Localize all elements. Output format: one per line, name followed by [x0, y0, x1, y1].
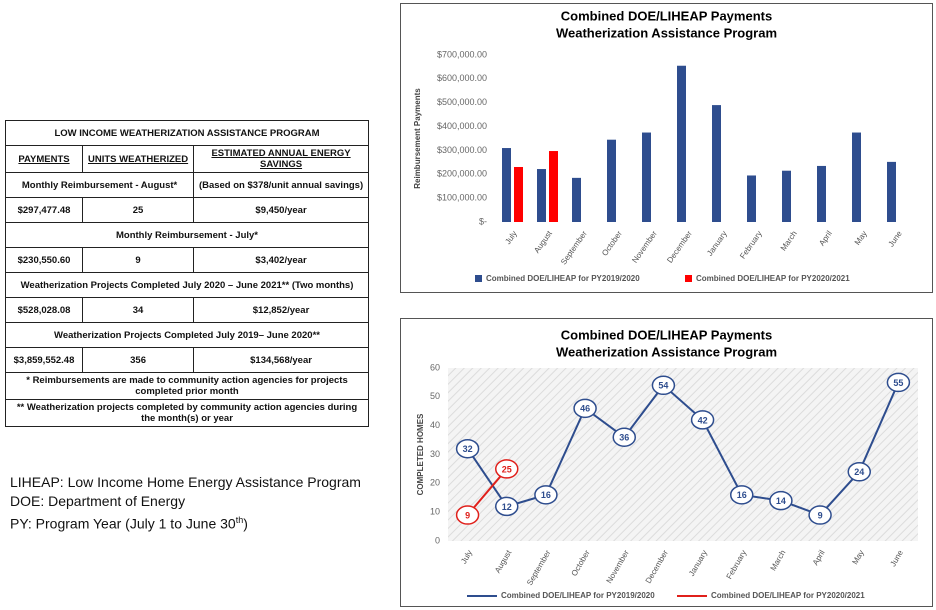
bar [747, 175, 756, 222]
y-tick-label: 60 [430, 362, 440, 372]
cell: $134,568/year [193, 347, 369, 373]
legend-label: Combined DOE/LIHEAP for PY2019/2020 [501, 591, 655, 600]
legend-label: Combined DOE/LIHEAP for PY2019/2020 [486, 274, 640, 283]
data-label: 36 [619, 433, 629, 443]
y-tick-label: $400,000.00 [437, 121, 487, 131]
cell: $12,852/year [193, 297, 369, 323]
point-marker [808, 505, 832, 525]
chart-subtitle: Weatherization Assistance Program [556, 344, 777, 359]
cell: 9 [82, 247, 195, 273]
section-heading: Weatherization Projects Completed July 2… [5, 322, 369, 348]
bar [782, 170, 791, 222]
cell: $3,402/year [193, 247, 369, 273]
bar [514, 166, 523, 222]
bar [607, 139, 616, 222]
y-axis-label: Reimbursement Payments [413, 88, 422, 189]
y-tick-label: 40 [430, 420, 440, 430]
point-marker [455, 505, 480, 525]
y-tick-label: 30 [430, 449, 440, 459]
data-label: 9 [465, 510, 470, 520]
bar [852, 132, 861, 222]
data-label: 42 [698, 415, 708, 425]
bar [817, 165, 826, 222]
legend-swatch [685, 275, 692, 282]
bar [677, 65, 686, 222]
legend-label: Combined DOE/LIHEAP for PY2020/2021 [711, 591, 865, 600]
footnote: ** Weatherization projects completed by … [5, 399, 369, 427]
bar [887, 161, 896, 222]
point-marker [690, 410, 715, 430]
y-tick-label: $200,000.00 [437, 169, 487, 179]
point-marker [612, 427, 636, 447]
note-text: PY: Program Year (July 1 to June 30 [10, 515, 236, 532]
chart-title: Combined DOE/LIHEAP Payments [561, 8, 772, 23]
point-marker [651, 375, 676, 396]
data-label: 12 [502, 502, 512, 512]
data-label: 54 [658, 381, 668, 391]
data-label: 25 [502, 464, 512, 474]
cell: $9,450/year [193, 197, 369, 223]
y-axis-label: COMPLETED HOMES [416, 413, 425, 495]
y-tick-label: 50 [430, 391, 440, 401]
point-marker [886, 372, 911, 393]
y-tick-label: $300,000.00 [437, 145, 487, 155]
notes: LIHEAP: Low Income Home Energy Assistanc… [10, 473, 361, 534]
cell: $3,859,552.48 [4, 347, 84, 373]
note-line: PY: Program Year (July 1 to June 30th) [10, 511, 361, 534]
data-label: 46 [580, 404, 590, 414]
note-line: LIHEAP: Low Income Home Energy Assistanc… [10, 474, 361, 490]
section-heading: Monthly Reimbursement - July* [5, 222, 369, 248]
point-marker [847, 462, 871, 482]
point-marker [495, 459, 519, 479]
point-marker [730, 485, 754, 505]
data-label: 24 [854, 467, 864, 477]
point-marker [495, 496, 519, 517]
bar [572, 177, 581, 222]
chart-title: Combined DOE/LIHEAP Payments [561, 327, 772, 342]
y-tick-label: $600,000.00 [437, 73, 487, 83]
data-label: 55 [893, 378, 903, 388]
plot-background [448, 368, 918, 541]
y-tick-label: 10 [430, 507, 440, 517]
point-marker [769, 490, 793, 511]
section-heading: Monthly Reimbursement - August* [4, 172, 195, 198]
chart-subtitle: Weatherization Assistance Program [556, 25, 777, 40]
note-sup: th [235, 515, 244, 525]
bar [642, 132, 651, 222]
chart-frame [400, 3, 933, 293]
data-label: 16 [541, 490, 551, 500]
program-table: LOW INCOME WEATHERIZATION ASSISTANCE PRO… [4, 120, 369, 427]
y-tick-label: $700,000.00 [437, 49, 487, 59]
y-tick-label: $- [479, 216, 487, 226]
point-marker [573, 398, 597, 419]
bar [712, 105, 721, 222]
y-tick-label: 0 [435, 535, 440, 545]
note-line: DOE: Department of Energy [10, 493, 186, 509]
bar [502, 148, 511, 222]
data-label: 32 [463, 444, 473, 454]
y-tick-label: 20 [430, 478, 440, 488]
bar [537, 169, 546, 222]
data-label: 9 [818, 510, 823, 520]
note-text: ) [243, 515, 248, 532]
point-marker [455, 438, 480, 459]
section-heading: Weatherization Projects Completed July 2… [5, 272, 369, 298]
cell: $528,028.08 [4, 297, 84, 323]
cell: 25 [82, 197, 195, 223]
y-tick-label: $100,000.00 [437, 193, 487, 203]
y-tick-label: $500,000.00 [437, 97, 487, 107]
data-label: 14 [776, 496, 786, 506]
point-marker [534, 485, 558, 505]
legend-label: Combined DOE/LIHEAP for PY2020/2021 [696, 274, 850, 283]
data-label: 16 [737, 490, 747, 500]
legend-swatch [475, 275, 482, 282]
bar [549, 151, 558, 222]
